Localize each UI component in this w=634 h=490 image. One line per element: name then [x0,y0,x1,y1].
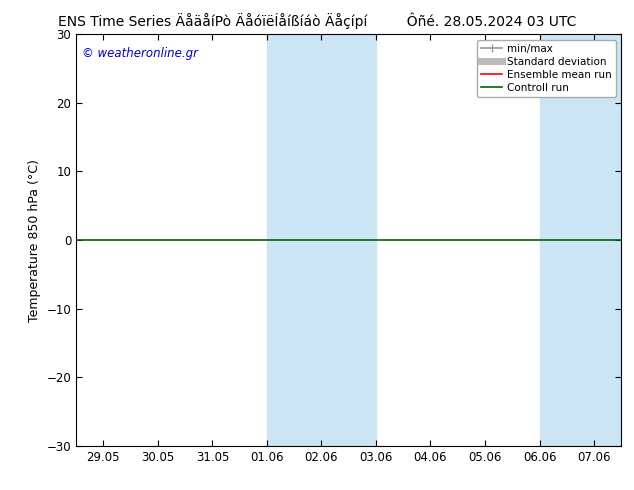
Text: © weatheronline.gr: © weatheronline.gr [82,47,198,60]
Bar [267,34,376,446]
Bar [540,34,621,446]
Legend: min/max, Standard deviation, Ensemble mean run, Controll run: min/max, Standard deviation, Ensemble me… [477,40,616,97]
Text: ENS Time Series ÄåäåíPò ÄåóïëÍåíßíáò Äåçípí         Ôñé. 28.05.2024 03 UTC: ENS Time Series ÄåäåíPò ÄåóïëÍåíßíáò Äåç… [58,12,576,29]
Y-axis label: Temperature 850 hPa (°C): Temperature 850 hPa (°C) [28,159,41,321]
